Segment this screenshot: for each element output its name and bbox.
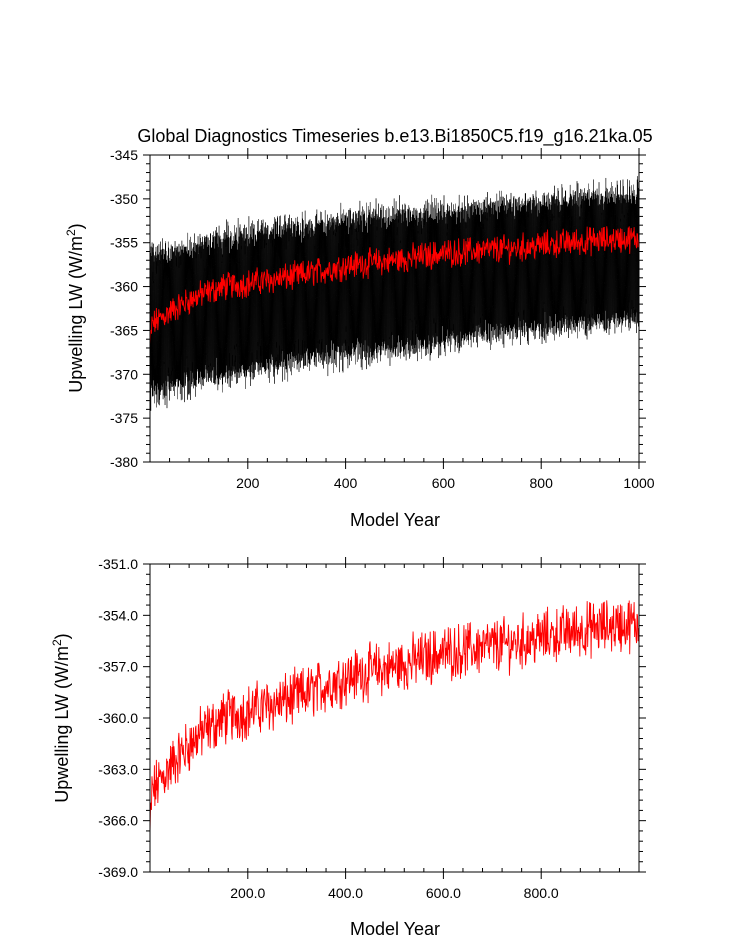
- top-y-axis-title: Upwelling LW (W/m2): [64, 223, 86, 392]
- y-tick-label: -357.0: [98, 659, 138, 675]
- x-tick-label: 800: [530, 475, 554, 491]
- annual-series-line: [149, 600, 640, 834]
- top-x-axis-title: Model Year: [350, 510, 440, 530]
- y-tick-label: -350: [110, 191, 138, 207]
- top-plot: 200 400 600 800 1000 -380 -375 -370 -365 -360 -355…: [110, 147, 655, 491]
- y-tick-label: -355: [110, 235, 138, 251]
- x-tick-label: 800.0: [524, 885, 559, 901]
- x-tick-label: 200.0: [230, 885, 265, 901]
- x-tick-label: 400: [334, 475, 358, 491]
- x-tick-label: 400.0: [328, 885, 363, 901]
- y-tick-label: -370: [110, 366, 138, 382]
- top-plot-series: [149, 176, 640, 411]
- y-tick-label: -369.0: [98, 864, 138, 880]
- y-tick-label: -345: [110, 147, 138, 163]
- y-tick-label: -380: [110, 454, 138, 470]
- bottom-plot-series: [149, 600, 640, 834]
- annual-series-line: [149, 226, 640, 346]
- x-tick-label: 600: [432, 475, 456, 491]
- y-tick-label: -360: [110, 279, 138, 295]
- bottom-plot: 200.0 400.0 600.0 800.0 -369.0 -366.0 -363.0 -3…: [98, 556, 646, 901]
- y-tick-label: -360.0: [98, 710, 138, 726]
- x-tick-label: 1000: [623, 475, 654, 491]
- y-tick-label: -375: [110, 410, 138, 426]
- monthly-series-line: [149, 176, 640, 411]
- y-tick-label: -365: [110, 322, 138, 338]
- y-tick-label: -351.0: [98, 556, 138, 572]
- y-tick-label: -366.0: [98, 813, 138, 829]
- bottom-plot-ticks: [143, 557, 646, 879]
- top-plot-frame: [149, 154, 640, 463]
- bottom-y-axis-title: Upwelling LW (W/m2): [50, 633, 72, 802]
- top-plot-ticks: [143, 148, 646, 469]
- y-tick-label: -363.0: [98, 761, 138, 777]
- chart-title: Global Diagnostics Timeseries b.e13.Bi18…: [137, 126, 652, 147]
- top-plot-tick-labels: 200 400 600 800 1000 -380 -375 -370 -365 -360 -355…: [110, 147, 655, 491]
- y-tick-label: -354.0: [98, 607, 138, 623]
- bottom-x-axis-title: Model Year: [350, 919, 440, 939]
- x-tick-label: 200: [236, 475, 260, 491]
- bottom-plot-tick-labels: 200.0 400.0 600.0 800.0 -369.0 -366.0 -363.0 -3…: [98, 556, 559, 901]
- x-tick-label: 600.0: [426, 885, 461, 901]
